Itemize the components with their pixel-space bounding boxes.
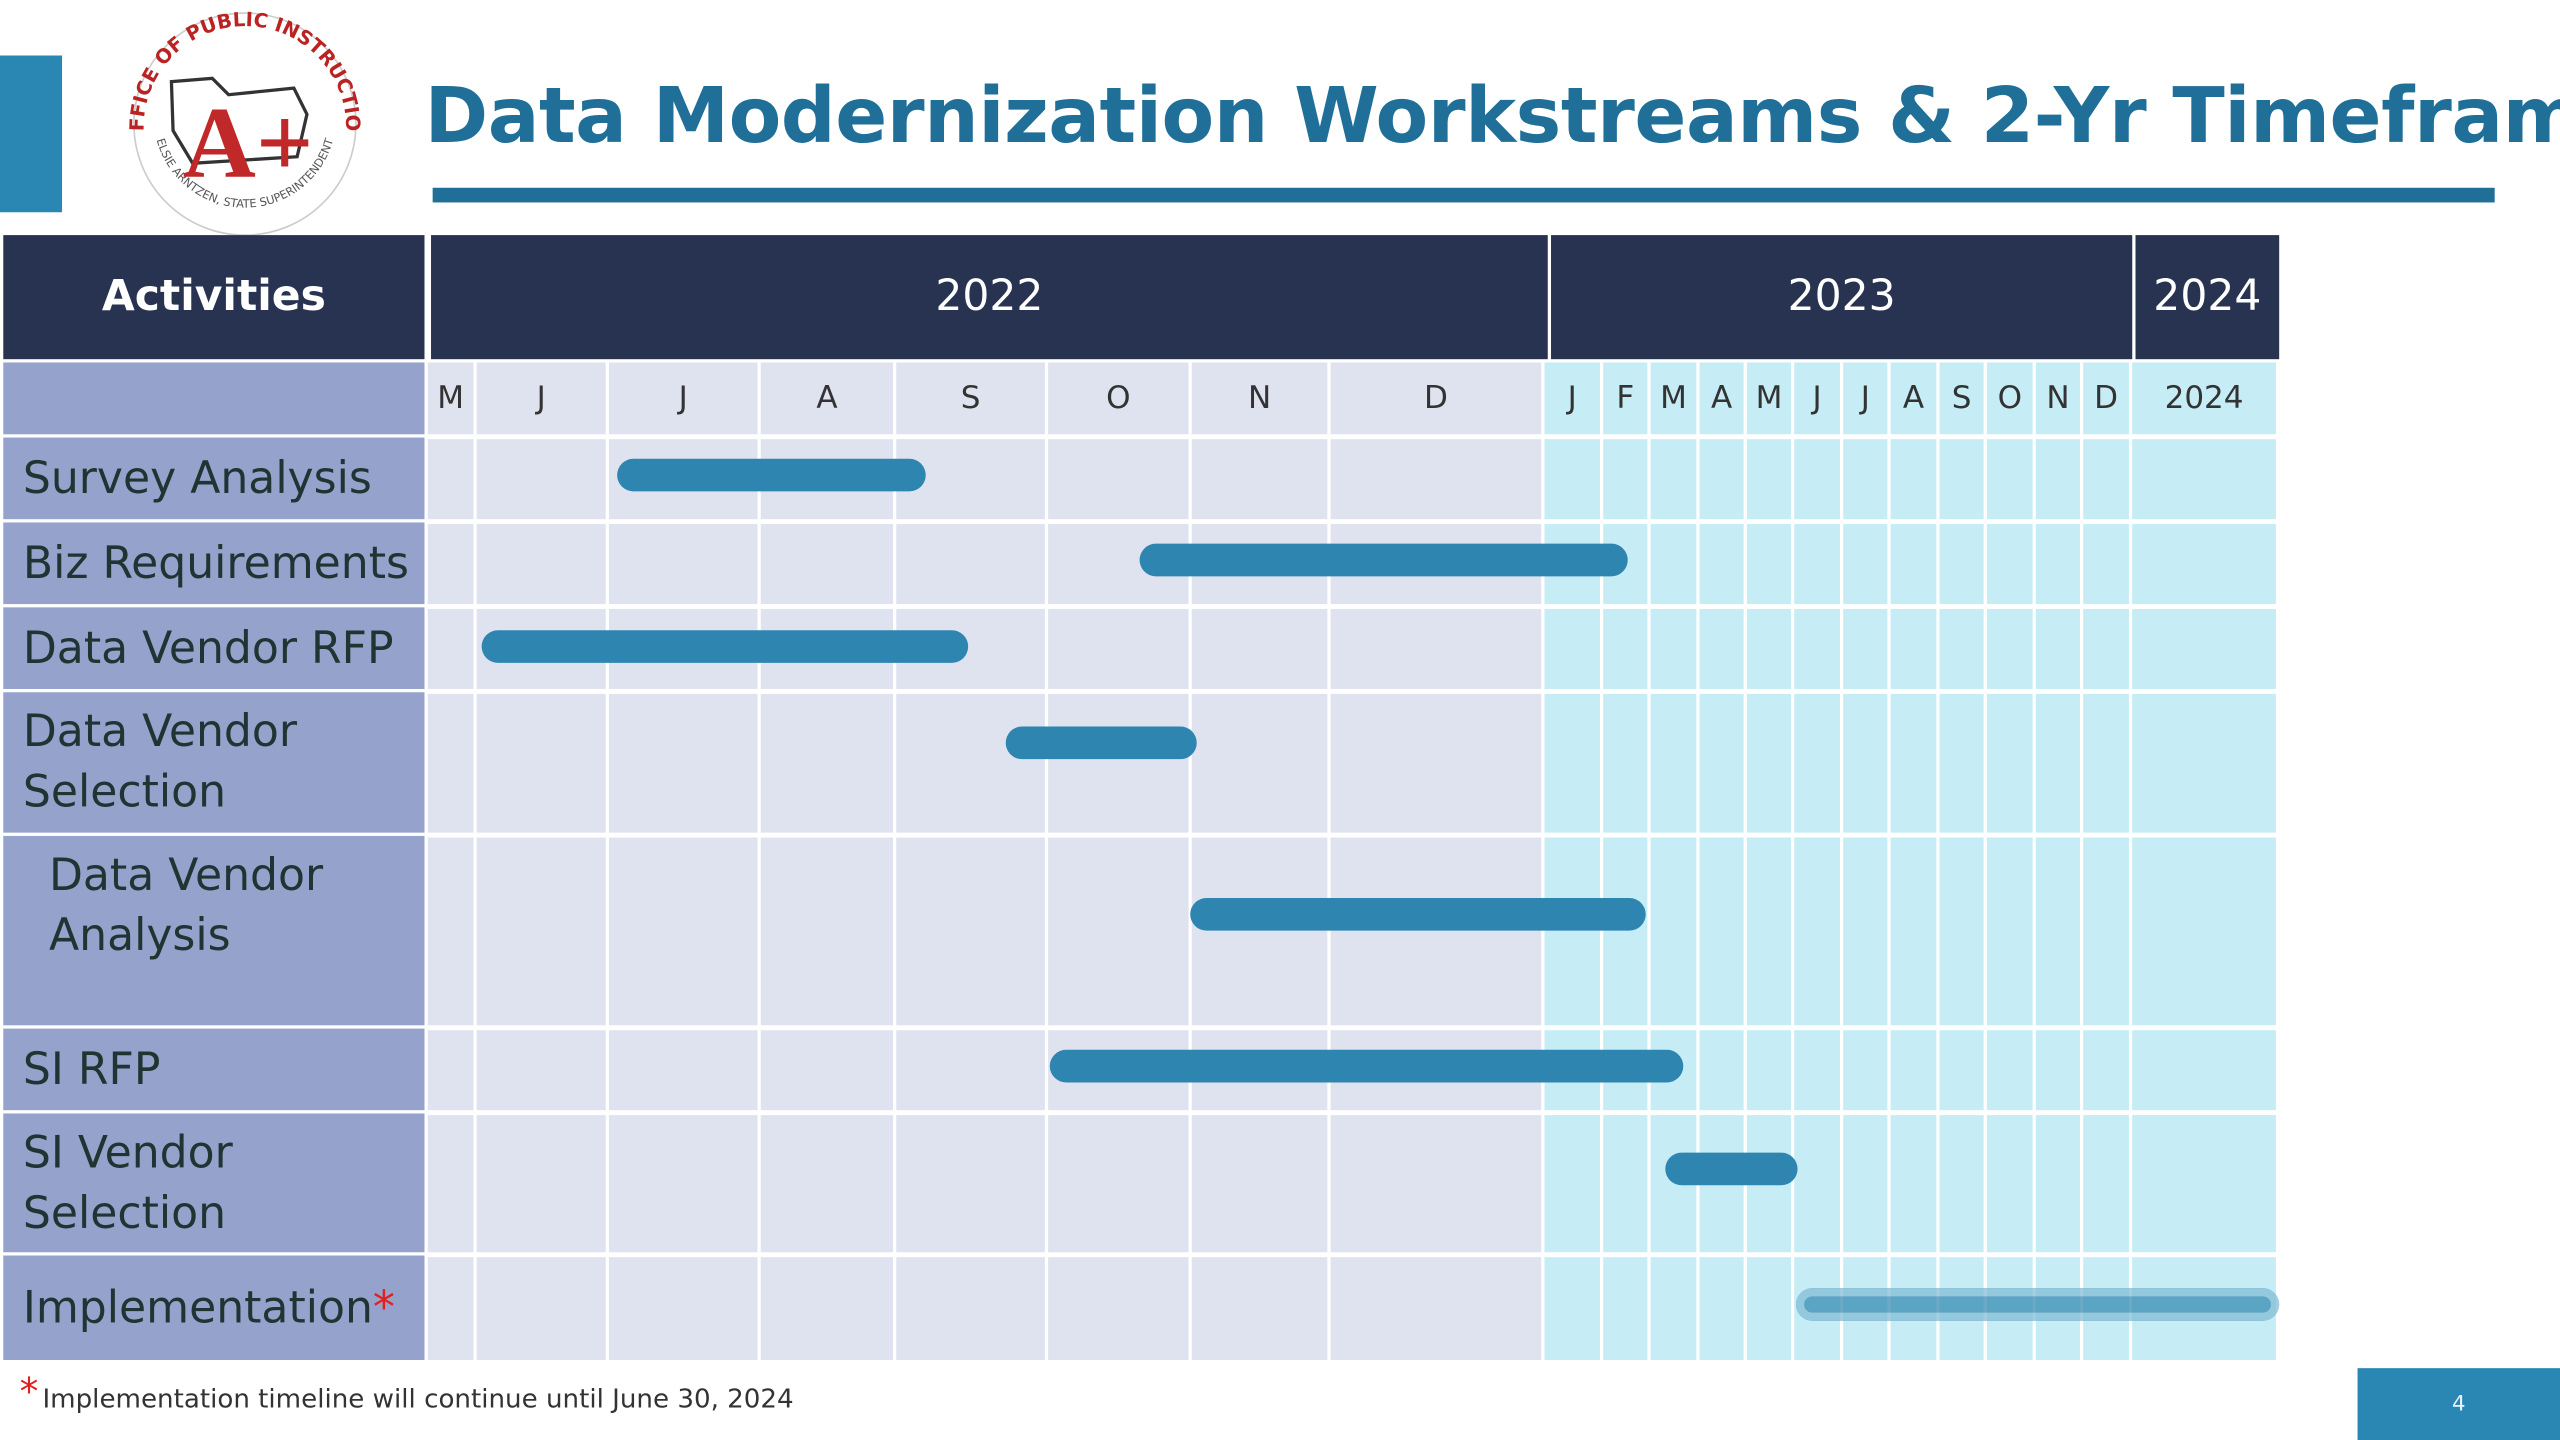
year-header: 2024	[2135, 235, 2280, 360]
slide-title: Data Modernization Workstreams & 2-Yr Ti…	[424, 71, 2560, 162]
month-header: A	[1699, 362, 1747, 435]
month-header: M	[1746, 362, 1795, 435]
row-divider	[427, 1252, 2280, 1258]
timeline-bar	[1005, 726, 1197, 760]
page-number: 4	[2357, 1368, 2560, 1440]
activity-label: Survey Analysis	[3, 437, 425, 520]
month-column	[1650, 434, 1700, 1360]
month-header: O	[1048, 362, 1192, 435]
row-divider	[427, 604, 2280, 609]
activity-name: Implementation*	[22, 1282, 395, 1334]
year-header: 2023	[1551, 235, 2133, 360]
month-header: S	[896, 362, 1049, 435]
month-column	[1986, 434, 2036, 1360]
month-header: F	[1603, 362, 1651, 435]
footnote: Implementation timeline will continue un…	[42, 1382, 794, 1414]
month-column	[2132, 434, 2280, 1360]
row-divider	[427, 434, 2280, 440]
timeline-bar	[481, 630, 969, 663]
title-rule	[432, 187, 2495, 203]
month-row-label	[3, 362, 425, 435]
month-column	[1890, 434, 1940, 1360]
row-divider	[427, 519, 2280, 525]
month-column	[1746, 434, 1795, 1360]
timeline-bar	[1049, 1049, 1684, 1083]
month-header: J	[1794, 362, 1844, 435]
month-header: S	[1939, 362, 1987, 435]
month-column	[608, 434, 761, 1360]
month-header: J	[608, 362, 761, 435]
activity-label: SI Vendor Selection	[3, 1113, 425, 1253]
timeline-bar	[1139, 543, 1628, 577]
year-header: 2022	[431, 235, 1548, 360]
row-divider	[427, 1025, 2280, 1031]
month-column	[2083, 434, 2133, 1360]
row-divider	[427, 688, 2280, 694]
month-column	[1330, 434, 1545, 1360]
month-column	[1191, 434, 1331, 1360]
activity-name: SI Vendor Selection	[22, 1127, 233, 1239]
month-header: M	[1650, 362, 1700, 435]
footnote-marker: *	[19, 1371, 39, 1414]
month-column	[760, 434, 897, 1360]
activity-name: SI RFP	[22, 1044, 161, 1095]
month-column	[1603, 434, 1651, 1360]
footnote-marker: *	[372, 1282, 395, 1334]
activity-label: Biz Requirements	[3, 522, 425, 605]
accent-block	[0, 55, 63, 213]
timeline-bar	[1795, 1288, 2280, 1321]
activity-label: Data Vendor Analysis	[3, 835, 425, 1026]
month-header: J	[1843, 362, 1891, 435]
row-divider	[427, 832, 2280, 838]
row-divider	[427, 1110, 2280, 1116]
activity-label: Implementation*	[3, 1255, 425, 1360]
month-column	[2035, 434, 2084, 1360]
activity-name: Data Vendor RFP	[22, 622, 394, 674]
activity-name: Survey Analysis	[22, 453, 372, 504]
month-column	[427, 434, 477, 1360]
logo-mark: A+	[183, 86, 314, 198]
timeline-bar	[1665, 1152, 1798, 1186]
activity-name: Data Vendor Selection	[22, 706, 297, 818]
month-header: N	[1191, 362, 1331, 435]
month-column	[1843, 434, 1891, 1360]
month-header: N	[2035, 362, 2084, 435]
logo-state	[169, 76, 309, 165]
timeline-bar	[1190, 897, 1646, 931]
month-header: J	[1544, 362, 1604, 435]
logo: OFFICE OF PUBLIC INSTRUCTION ELSIE ARNTZ…	[114, 0, 364, 236]
month-header: D	[2083, 362, 2133, 435]
month-header: M	[427, 362, 477, 435]
month-header: D	[1330, 362, 1545, 435]
timeline-bar	[617, 458, 926, 492]
activity-label: Data Vendor Selection	[3, 692, 425, 833]
month-column	[896, 434, 1049, 1360]
month-header: 2024	[2132, 362, 2280, 435]
month-column	[476, 434, 609, 1360]
month-header: A	[760, 362, 897, 435]
logo-ring	[133, 12, 357, 236]
month-column	[1939, 434, 1987, 1360]
month-column	[1048, 434, 1192, 1360]
activity-label: SI RFP	[3, 1028, 425, 1111]
month-header: J	[476, 362, 609, 435]
month-column	[1699, 434, 1747, 1360]
month-header: A	[1890, 362, 1940, 435]
activity-label: Data Vendor RFP	[3, 607, 425, 689]
table-header: Activities	[3, 235, 425, 360]
month-header: O	[1986, 362, 2036, 435]
month-column	[1544, 434, 1604, 1360]
activity-name: Data Vendor Analysis	[48, 850, 324, 962]
month-column	[1794, 434, 1844, 1360]
activity-name: Biz Requirements	[22, 537, 409, 589]
